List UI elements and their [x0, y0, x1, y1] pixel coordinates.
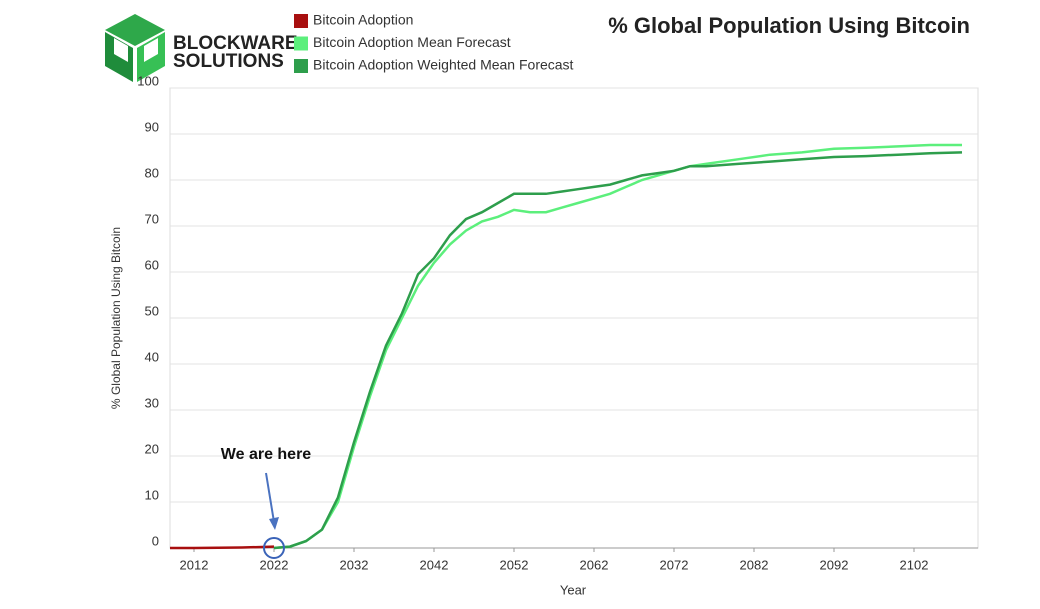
y-tick-label: 90 — [145, 119, 159, 134]
y-tick-label: 30 — [145, 395, 159, 410]
series-line — [273, 143, 962, 550]
x-tick-label: 2102 — [900, 557, 929, 572]
series-line — [170, 545, 275, 550]
x-tick-label: 2072 — [660, 557, 689, 572]
legend-swatch — [294, 59, 308, 73]
logo-icon — [105, 14, 165, 82]
y-tick-label: 10 — [145, 487, 159, 502]
x-tick-label: 2012 — [180, 557, 209, 572]
x-tick-label: 2032 — [340, 557, 369, 572]
legend-label: Bitcoin Adoption Mean Forecast — [313, 34, 511, 50]
logo-text: SOLUTIONS — [173, 51, 284, 72]
x-tick-label: 2092 — [820, 557, 849, 572]
y-axis-label: % Global Population Using Bitcoin — [109, 227, 123, 409]
logo-text: BLOCKWARE — [173, 33, 298, 54]
annotation-arrowhead — [269, 517, 279, 530]
x-tick-label: 2062 — [580, 557, 609, 572]
y-tick-label: 20 — [145, 441, 159, 456]
y-tick-label: 40 — [145, 349, 159, 364]
y-tick-label: 0 — [152, 533, 159, 548]
x-tick-label: 2052 — [500, 557, 529, 572]
x-axis-label: Year — [560, 582, 587, 597]
chart-title: % Global Population Using Bitcoin — [608, 13, 970, 38]
x-tick-label: 2042 — [420, 557, 449, 572]
series-line — [273, 151, 963, 550]
annotation-arrow — [265, 472, 275, 523]
legend-label: Bitcoin Adoption Weighted Mean Forecast — [313, 57, 574, 73]
y-tick-label: 100 — [137, 73, 159, 88]
y-tick-label: 70 — [145, 211, 159, 226]
legend-swatch — [294, 14, 308, 28]
annotation-circle — [263, 537, 285, 559]
legend-label: Bitcoin Adoption — [313, 12, 413, 28]
y-tick-label: 80 — [145, 165, 159, 180]
y-tick-label: 60 — [145, 257, 159, 272]
y-tick-label: 50 — [145, 303, 159, 318]
annotation: We are here — [221, 446, 312, 463]
legend-swatch — [294, 36, 308, 51]
x-tick-label: 2082 — [740, 557, 769, 572]
x-tick-label: 2022 — [260, 557, 289, 572]
